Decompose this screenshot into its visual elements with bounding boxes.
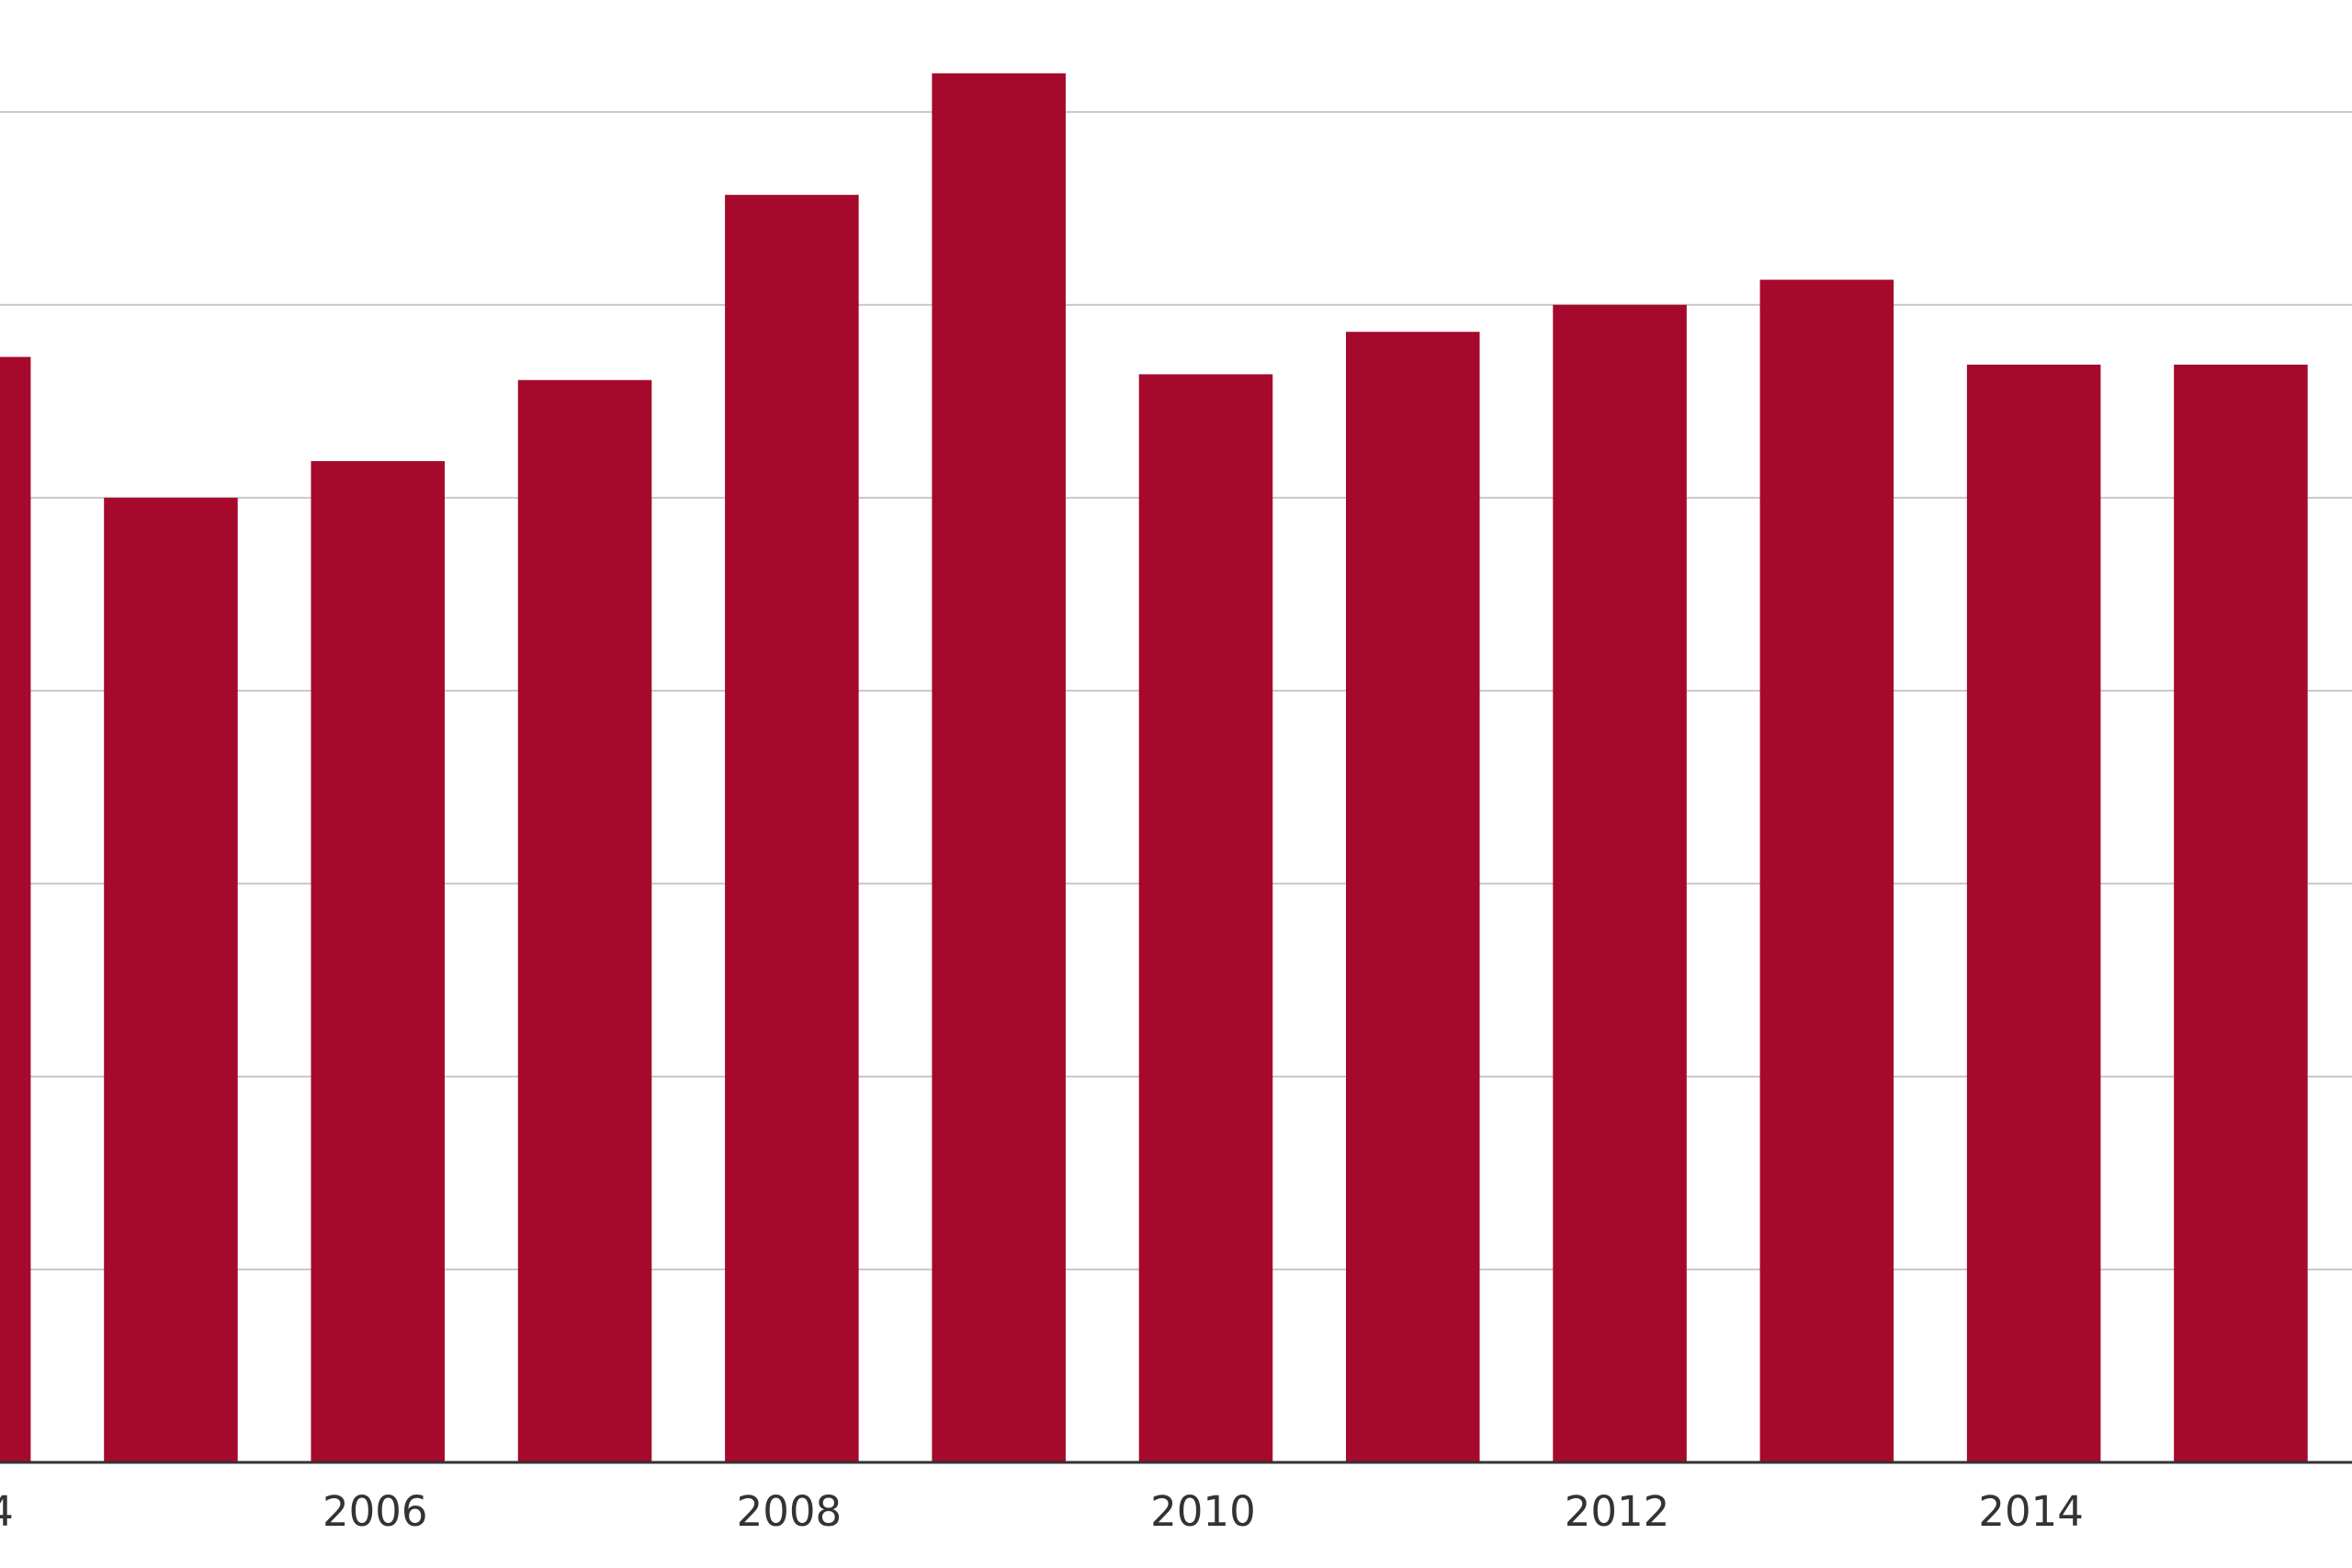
x-tick-label: 2004 bbox=[0, 1487, 14, 1536]
x-tick-label: 2008 bbox=[737, 1487, 842, 1536]
bar bbox=[932, 73, 1066, 1462]
bar bbox=[1138, 374, 1273, 1463]
bar bbox=[1345, 332, 1480, 1463]
x-tick-label: 2014 bbox=[1978, 1487, 2084, 1536]
bar bbox=[725, 195, 859, 1462]
x-tick-label: 2012 bbox=[1565, 1487, 1670, 1536]
bar bbox=[104, 497, 238, 1462]
x-tick-label: 2006 bbox=[322, 1487, 428, 1536]
bar bbox=[1553, 304, 1687, 1462]
bar bbox=[517, 379, 652, 1463]
bar bbox=[311, 460, 446, 1462]
x-tick-label: 2010 bbox=[1150, 1487, 1256, 1536]
bar bbox=[1759, 279, 1894, 1462]
bar bbox=[1966, 364, 2101, 1463]
bar bbox=[2174, 364, 2308, 1463]
bar bbox=[0, 356, 31, 1462]
